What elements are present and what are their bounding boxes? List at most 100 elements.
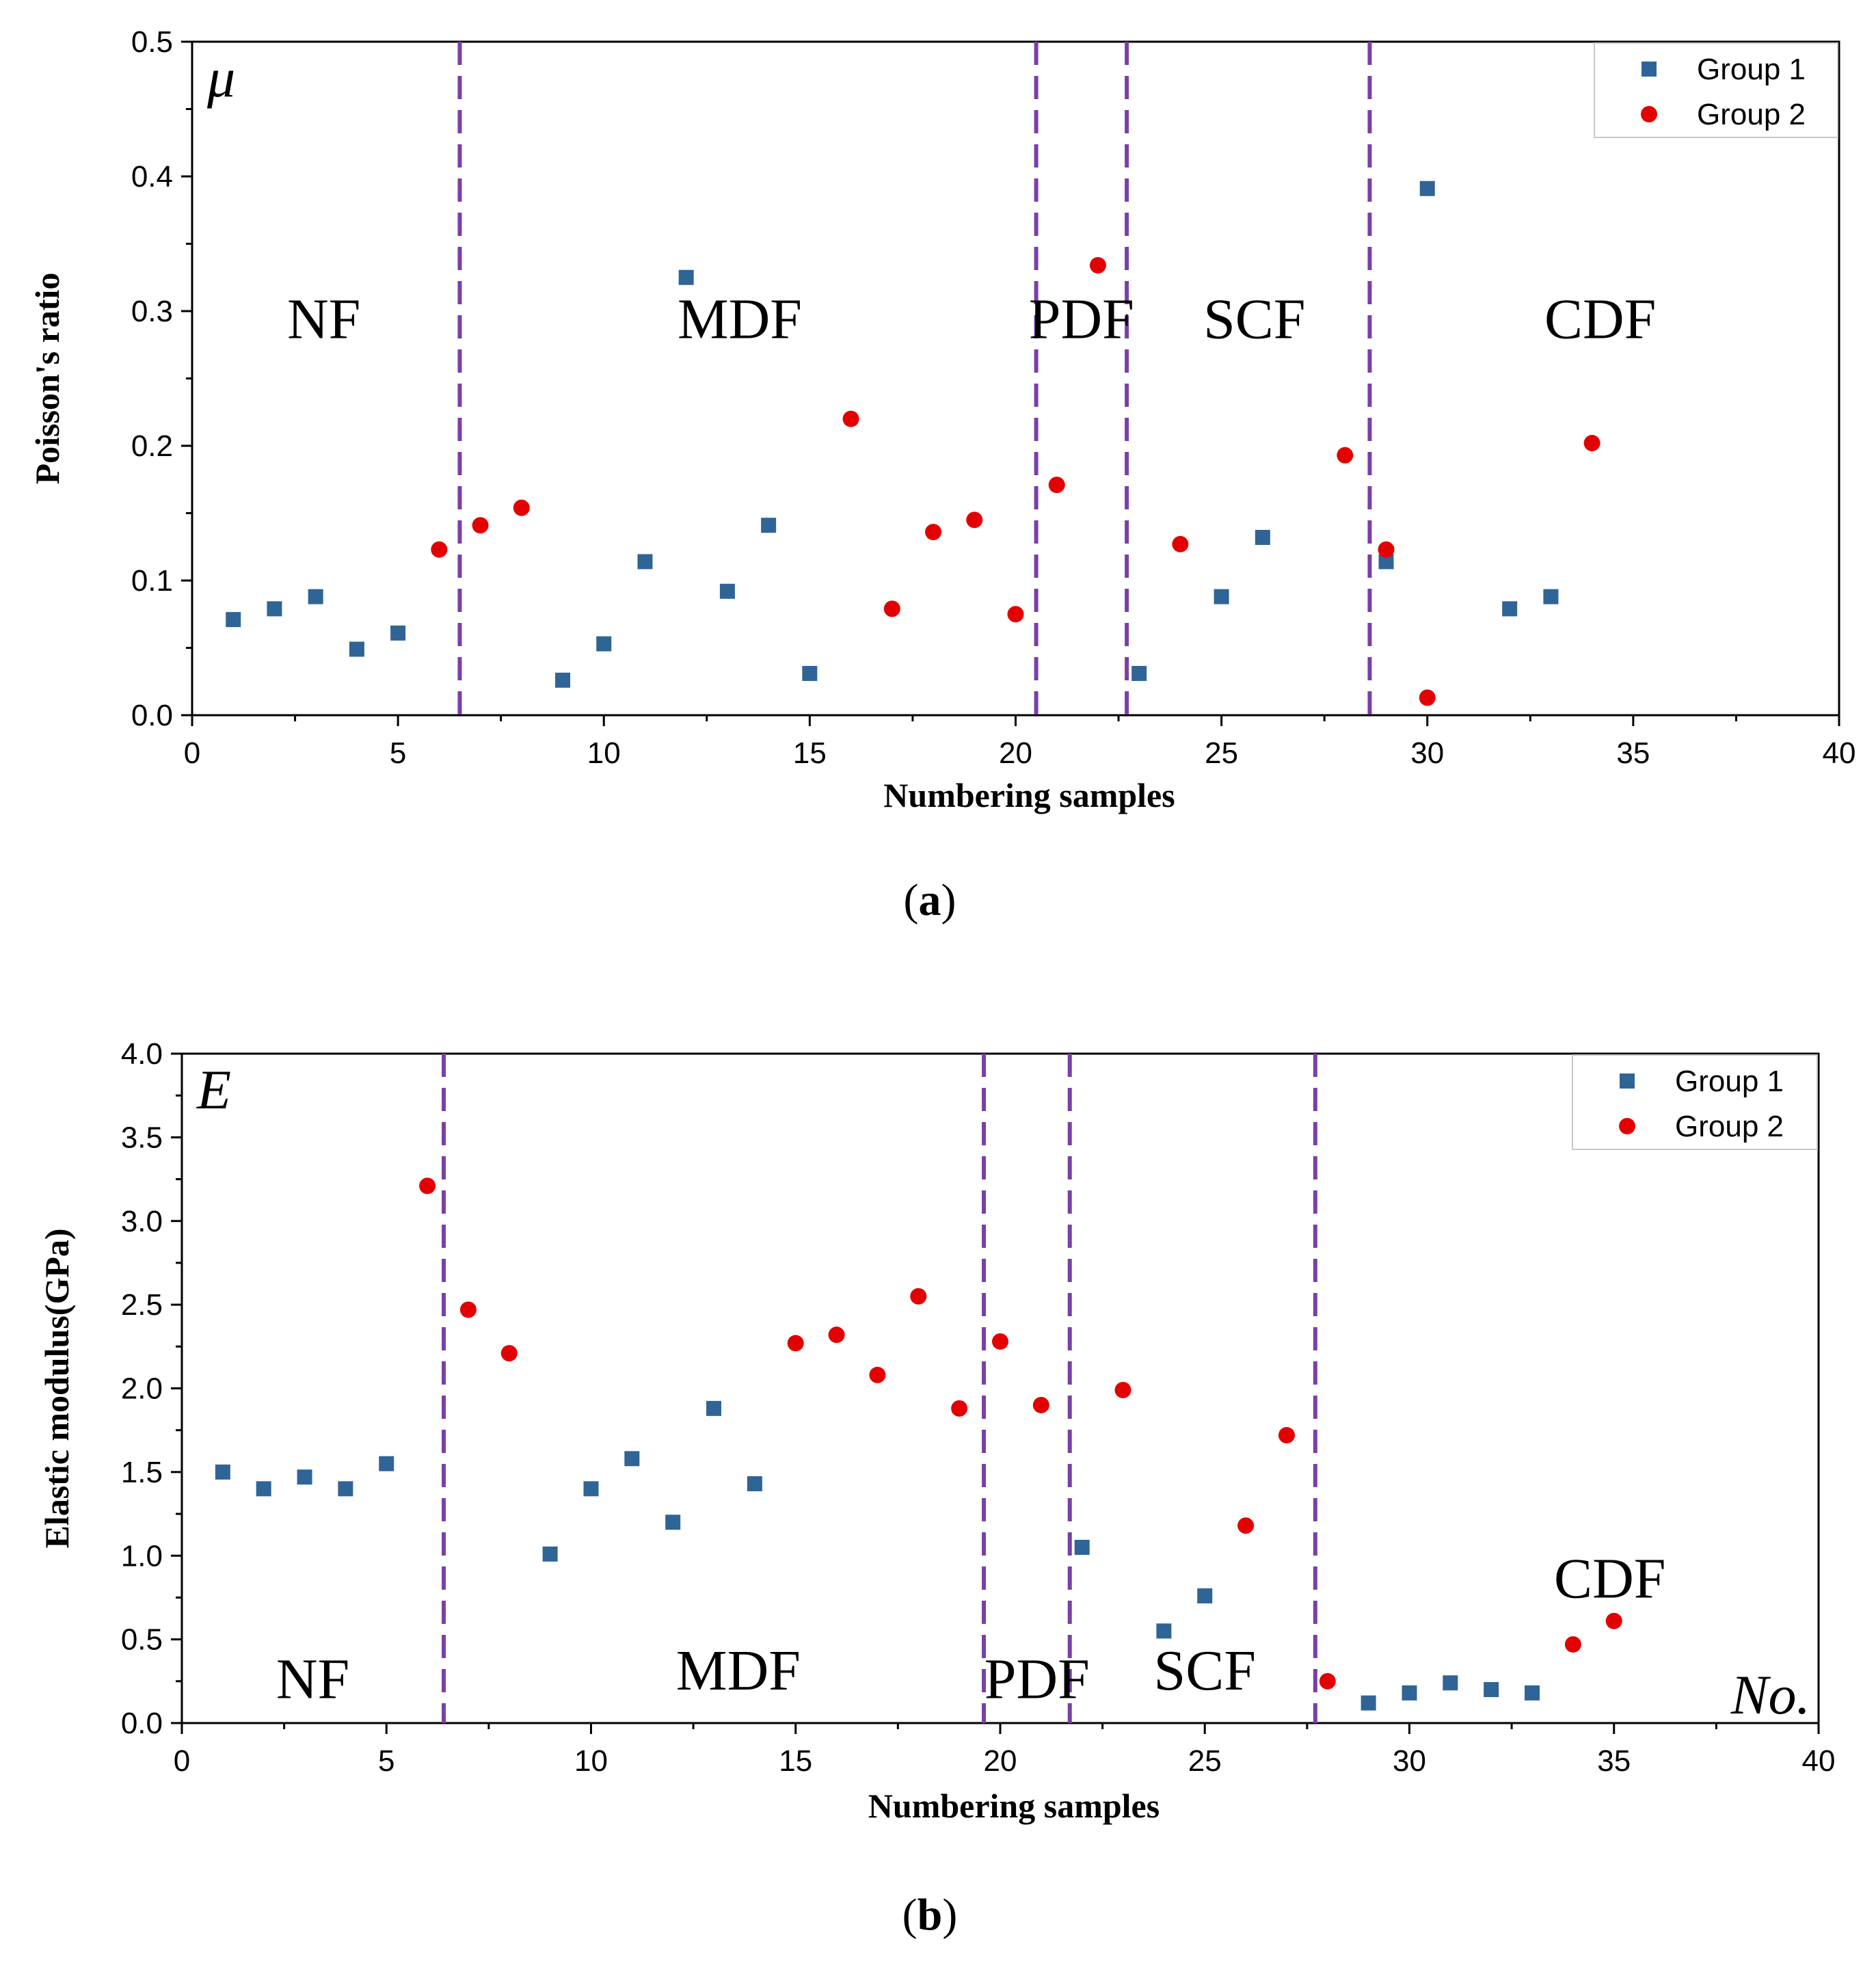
y-tick-label: 0.0 <box>121 1707 163 1740</box>
group1-data-point <box>297 1469 312 1485</box>
x-tick-label: 20 <box>999 736 1032 770</box>
region-label-nf: NF <box>276 1647 349 1711</box>
group1-data-point <box>637 554 653 570</box>
corner-symbol: E <box>196 1058 231 1121</box>
group2-data-point <box>1319 1672 1336 1690</box>
group2-data-point <box>992 1333 1008 1350</box>
y-tick-label: 0.3 <box>131 295 173 328</box>
y-tick-label: 4.0 <box>121 1037 163 1071</box>
panel-caption-letter: a <box>919 875 941 925</box>
legend-label-group2: Group 2 <box>1675 1110 1784 1143</box>
region-label-scf: SCF <box>1154 1639 1256 1703</box>
panel-caption-letter: b <box>917 1890 943 1940</box>
region-label-pdf: PDF <box>984 1647 1090 1711</box>
group2-data-point <box>1378 541 1395 558</box>
y-tick-label: 1.0 <box>121 1539 163 1573</box>
group1-data-point <box>1543 589 1559 604</box>
group2-data-point <box>925 524 942 541</box>
y-tick-label: 0.0 <box>131 699 173 732</box>
region-label-cdf: CDF <box>1554 1547 1665 1610</box>
group1-data-point <box>665 1515 681 1530</box>
group2-data-point <box>1583 435 1600 452</box>
group1-data-point <box>1255 529 1270 545</box>
group1-data-point <box>215 1464 230 1480</box>
legend: Group 1 Group 2 <box>1572 1054 1818 1150</box>
group2-data-point <box>431 541 448 558</box>
group1-data-point <box>256 1481 271 1497</box>
group1-data-point <box>1484 1682 1499 1698</box>
legend-group2-marker <box>1619 1118 1635 1134</box>
panel-caption: (b) <box>902 1890 958 1940</box>
group2-data-point <box>1605 1612 1622 1629</box>
group1-data-point <box>390 625 406 641</box>
group1-data-point <box>678 269 694 285</box>
x-tick-label: 35 <box>1597 1744 1631 1778</box>
legend-group2-marker <box>1641 106 1657 122</box>
legend-label-group2: Group 2 <box>1697 98 1806 131</box>
region-label-cdf: CDF <box>1544 287 1656 351</box>
group2-data-point <box>472 517 489 534</box>
y-tick-label: 0.5 <box>121 1623 163 1657</box>
group1-data-point <box>802 665 818 681</box>
group1-data-point <box>706 1400 722 1416</box>
region-label-pdf: PDF <box>1029 287 1134 351</box>
x-tick-label: 40 <box>1802 1744 1836 1778</box>
group2-data-point <box>1048 477 1065 494</box>
group1-data-point <box>308 589 323 604</box>
panel-caption-open: ( <box>902 1890 917 1940</box>
group1-data-point <box>747 1476 762 1492</box>
legend-box <box>1594 42 1838 138</box>
region-label-nf: NF <box>287 287 360 351</box>
corner-symbol-right: No. <box>1730 1664 1810 1726</box>
legend-box <box>1572 1054 1818 1150</box>
x-tick-label: 10 <box>574 1744 608 1778</box>
group1-data-point <box>338 1481 353 1497</box>
region-label-mdf: MDF <box>678 287 802 351</box>
group2-data-point <box>966 511 983 529</box>
group1-data-point <box>1156 1623 1172 1639</box>
legend-group1-marker <box>1620 1073 1635 1089</box>
group2-data-point <box>419 1177 436 1195</box>
group2-data-point <box>1172 535 1189 552</box>
panel-caption-open: ( <box>904 875 919 925</box>
x-tick-label: 30 <box>1410 736 1444 770</box>
group1-data-point <box>1502 601 1518 617</box>
panel-caption-close: ) <box>942 1890 957 1940</box>
x-tick-label: 0 <box>184 736 200 770</box>
x-tick-label: 15 <box>779 1744 812 1778</box>
panel-a-poisson-ratio-chart: 0 5 10 15 20 25 30 35 40 0.0 0.1 0.2 0.3 0.4 0.5 Number… <box>28 25 1855 925</box>
x-tick-label: 20 <box>984 1744 1017 1778</box>
group1-data-point <box>542 1546 558 1562</box>
y-tick-label: 0.2 <box>131 429 173 463</box>
group1-data-point <box>1443 1675 1458 1691</box>
group1-data-point <box>379 1456 394 1471</box>
group2-data-point <box>1089 257 1106 274</box>
group1-data-point <box>1419 181 1435 196</box>
y-axis-title: Elastic modulus(GPa) <box>38 1228 76 1548</box>
group2-data-point <box>1278 1427 1295 1444</box>
x-axis-title: Numbering samples <box>883 776 1175 814</box>
group1-data-point <box>1361 1695 1376 1711</box>
x-tick-label: 15 <box>793 736 827 770</box>
group2-data-point <box>1007 606 1024 623</box>
group1-data-point <box>349 641 364 657</box>
group2-data-point <box>1419 689 1436 706</box>
group2-data-point <box>1114 1381 1131 1398</box>
x-tick-label: 25 <box>1205 736 1238 770</box>
group1-data-point <box>761 518 777 533</box>
y-tick-label: 0.4 <box>131 160 173 194</box>
group2-data-point <box>513 499 530 516</box>
group1-data-point <box>1525 1685 1540 1700</box>
group2-data-point <box>1237 1517 1255 1534</box>
y-tick-label: 0.1 <box>131 564 173 598</box>
group1-data-point <box>596 636 612 652</box>
group1-data-point <box>555 672 571 688</box>
group2-data-point <box>1337 446 1354 464</box>
y-tick-label: 1.5 <box>121 1456 163 1489</box>
y-tick-label: 3.0 <box>121 1205 163 1238</box>
group1-data-point <box>1131 665 1147 681</box>
x-tick-label: 25 <box>1188 1744 1222 1778</box>
legend-label-group1: Group 1 <box>1675 1065 1784 1098</box>
x-tick-label: 5 <box>378 1744 394 1778</box>
